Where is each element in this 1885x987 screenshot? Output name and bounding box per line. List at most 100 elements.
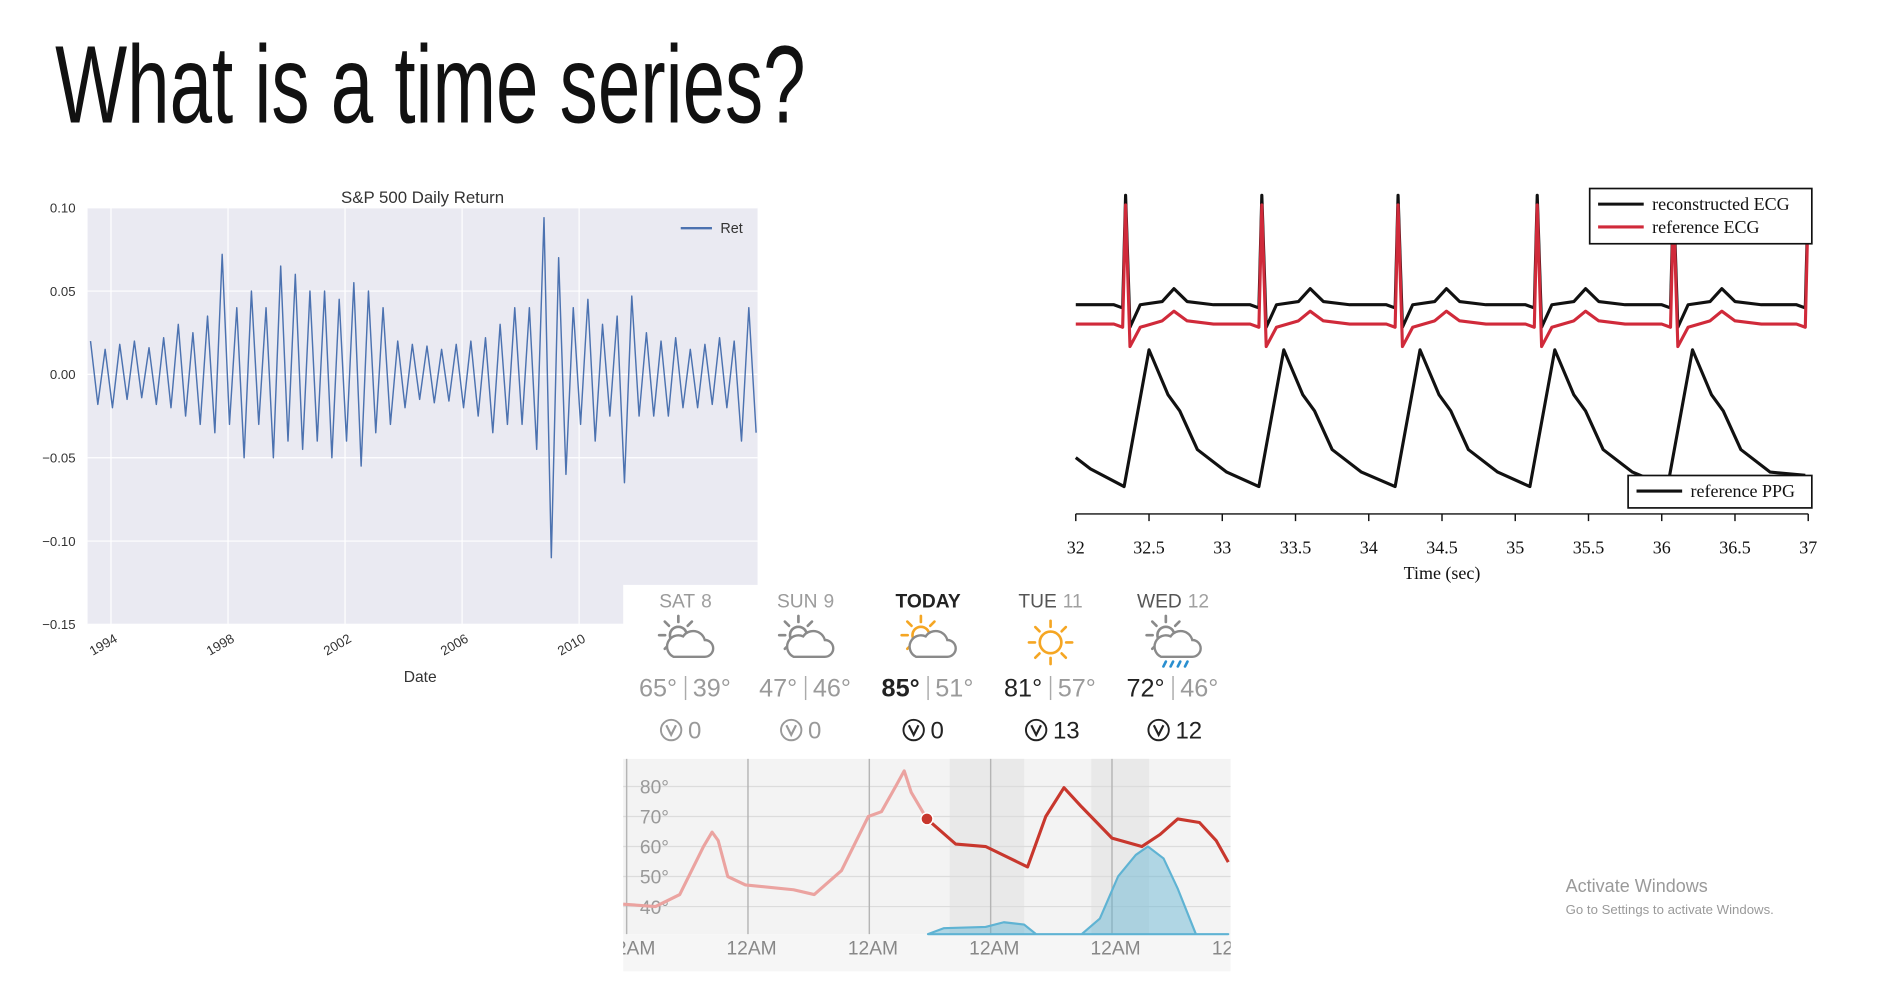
- rain-drop: [1183, 660, 1189, 668]
- x-tick-label: 12AM: [605, 939, 655, 960]
- x-tick-label: 12AM: [1091, 939, 1141, 960]
- day-label: WED 12: [1137, 592, 1209, 613]
- y-tick-label: 0.00: [50, 367, 76, 382]
- line: [1074, 348, 1806, 489]
- day-date: 8: [701, 592, 712, 613]
- low-temp: 39°: [693, 674, 731, 702]
- x-tick-label: 33: [1213, 538, 1231, 558]
- sun-ray: [1033, 625, 1041, 633]
- x-axis-label: Time (sec): [1404, 563, 1481, 584]
- low-temp: 46°: [1180, 674, 1218, 702]
- ecg-chart: 32 32.5 33 33.5 34 34.5 35 35.5 36 36.5 37 Time (se…: [1067, 187, 1817, 584]
- sun-ray: [686, 620, 694, 628]
- x-tick-label: 35: [1506, 538, 1524, 558]
- weather-icon: [657, 614, 715, 658]
- wind-speed: 0: [808, 717, 821, 744]
- wind-arrow: [665, 724, 677, 738]
- axis-strip: [623, 934, 1231, 972]
- cloud: [665, 629, 715, 658]
- day-name: WED: [1137, 592, 1182, 613]
- day-date: 11: [1063, 592, 1083, 613]
- sun-ray: [905, 620, 913, 628]
- high-temp: 47°: [759, 674, 797, 702]
- legend-label: Ret: [720, 221, 742, 237]
- wind-speed: 0: [688, 717, 701, 744]
- line: [89, 217, 757, 559]
- y-tick-label: 80°: [640, 778, 669, 799]
- wind-arrow: [785, 724, 797, 738]
- legend-box: [1588, 187, 1813, 245]
- wind-arrow: [907, 724, 920, 738]
- rain-drop: [1169, 660, 1175, 668]
- high-temp: 72°: [1127, 674, 1165, 702]
- legend-label: reconstructed ECG: [1652, 194, 1789, 214]
- plot-background: [87, 207, 758, 625]
- sun-ray: [663, 620, 671, 628]
- x-tick-label: 12AM: [969, 939, 1019, 960]
- y-tick-label: 0.05: [50, 284, 76, 299]
- y-tick-label: −0.10: [42, 534, 75, 549]
- wind-icon: [902, 718, 925, 742]
- sun: [1038, 630, 1063, 655]
- weather-icon: [900, 614, 957, 658]
- watermark-subtitle: Go to Settings to activate Windows.: [1566, 902, 1774, 917]
- line: [1075, 203, 1810, 349]
- area: [926, 845, 1230, 936]
- wind-icon: [1147, 718, 1170, 742]
- sun-ray: [1060, 625, 1068, 633]
- x-tick-label: 33.5: [1280, 538, 1312, 558]
- x-tick-label: 34.5: [1426, 538, 1457, 558]
- x-tick-label: 12AM: [848, 939, 898, 960]
- weather-icon: [777, 614, 835, 658]
- cloud: [785, 629, 835, 658]
- x-tick-label: 32.5: [1133, 538, 1165, 558]
- y-tick-label: 0.10: [50, 201, 76, 216]
- x-tick-label: 37: [1799, 538, 1817, 558]
- weather-widget: SAT 8 65° 39° 0 SUN 9 47° 46° 0 TODAY 85° 51° 0 TUE 11 8…: [605, 584, 1262, 972]
- low-temp: 57°: [1058, 674, 1096, 702]
- cloud: [908, 629, 957, 658]
- chart-title: S&P 500 Daily Return: [341, 188, 504, 207]
- sun-ray: [1033, 652, 1041, 659]
- day-label: SAT 8: [659, 592, 712, 613]
- high-temp: 85°: [882, 674, 920, 702]
- wind-arrow: [1152, 724, 1165, 738]
- day-label: TUE 11: [1018, 592, 1082, 613]
- x-tick-label: 35.5: [1573, 538, 1604, 558]
- day-name: SUN: [777, 592, 818, 613]
- sun-ray: [1173, 620, 1181, 628]
- wind-speed: 12: [1175, 717, 1202, 744]
- line: [925, 786, 1230, 869]
- x-tick-label: 32: [1067, 538, 1085, 558]
- day-label: SUN 9: [777, 592, 834, 613]
- sun-ray: [806, 620, 814, 628]
- watermark-title: Activate Windows: [1566, 876, 1708, 896]
- line: [623, 769, 929, 909]
- wind-arrow: [1030, 724, 1042, 738]
- x-tick-label: 36: [1653, 538, 1671, 558]
- x-tick-label: 12AM: [726, 939, 776, 960]
- low-temp: 46°: [813, 674, 851, 702]
- wind-icon: [780, 718, 803, 742]
- y-tick-label: 50°: [640, 868, 669, 889]
- slide-title: What is a time series?: [55, 23, 805, 146]
- legend-label: reference ECG: [1652, 217, 1759, 237]
- y-tick-label: −0.05: [42, 451, 75, 466]
- low-temp: 51°: [935, 674, 973, 702]
- weather-icon: [1027, 619, 1074, 666]
- y-tick-label: 60°: [640, 838, 669, 859]
- day-date: 9: [824, 592, 835, 613]
- x-axis-label: Date: [404, 669, 437, 686]
- sun-ray: [928, 620, 936, 628]
- high-temp: 65°: [639, 674, 677, 702]
- x-tick-label: 34: [1360, 538, 1378, 558]
- day-name: TODAY: [896, 592, 961, 613]
- x-tick-label: 12AM: [1212, 939, 1262, 960]
- cloud: [1153, 629, 1202, 658]
- wind-speed: 0: [930, 717, 943, 744]
- high-temp: 81°: [1004, 674, 1042, 702]
- day-label: TODAY: [896, 592, 961, 613]
- legend-label: reference PPG: [1691, 481, 1795, 501]
